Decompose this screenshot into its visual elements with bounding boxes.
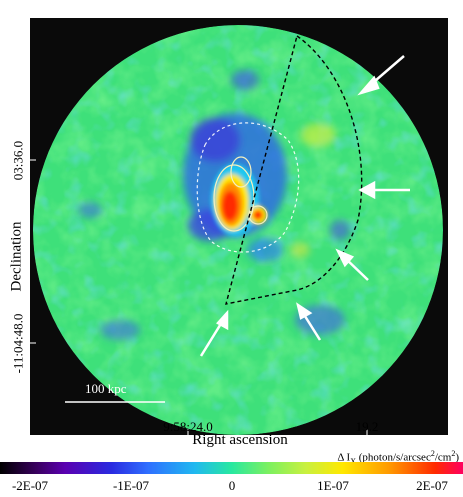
y-tick-label: 03:36.0 (10, 140, 26, 181)
arrow-icon (199, 309, 229, 357)
deficit-contour (196, 122, 300, 253)
colorbar-tick: 2E-07 (416, 478, 448, 493)
central-source (211, 164, 267, 236)
colorbar-tick: -1E-07 (112, 478, 150, 493)
residual-image (30, 18, 448, 435)
colorbar (0, 462, 463, 474)
arrow-icon (296, 302, 322, 341)
colorbar-tick: 0 (228, 478, 236, 493)
axis-ticks (30, 159, 368, 435)
arrows (199, 55, 410, 357)
y-tick-label: -11:04:48.0 (10, 313, 26, 374)
arrow-icon (335, 248, 369, 281)
excess-region (290, 123, 336, 258)
scale-bar-label: 100 kpc (85, 381, 127, 396)
colorbar-label: Δ IX (photon/s/arcsec2/cm2) (337, 449, 459, 466)
sector-boundary (225, 34, 363, 305)
colorbar-tick: -2E-07 (11, 478, 49, 493)
x-tick-label: 9:58:24.0 (163, 419, 213, 434)
arrow-icon (358, 180, 410, 200)
colorbar-tick: 1E-07 (317, 478, 349, 493)
x-axis-label: Right ascension (192, 432, 288, 448)
y-axis-label: Declination (8, 221, 25, 292)
arrow-icon (357, 55, 405, 96)
x-tick-label: 19.2 (355, 419, 379, 434)
